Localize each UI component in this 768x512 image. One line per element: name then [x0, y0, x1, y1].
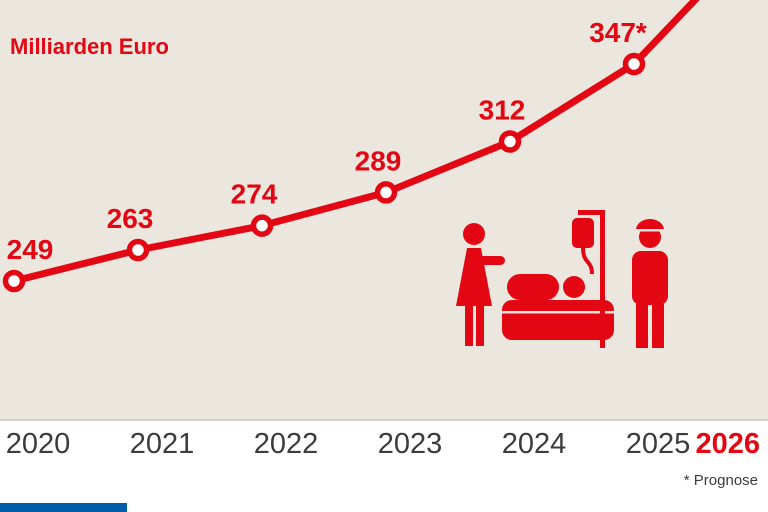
iv-drip-icon	[572, 210, 605, 348]
data-point	[2, 269, 26, 293]
x-axis: 2020 2021 2022 2023 2024 2025 2026	[0, 421, 768, 467]
x-tick-2021: 2021	[129, 428, 195, 460]
x-tick-2026: 2026	[695, 428, 760, 460]
line-chart: 249 263 274 289 312 347*	[2, 0, 700, 293]
data-point	[250, 214, 274, 237]
chart-title: Milliarden Euro	[10, 34, 169, 59]
data-point	[374, 181, 398, 204]
footer-bar	[0, 503, 127, 512]
x-tick-2022: 2022	[253, 428, 319, 460]
worker-icon	[632, 219, 668, 348]
x-tick-2024: 2024	[501, 428, 567, 460]
value-label: 249	[7, 234, 54, 265]
healthcare-pictogram	[456, 210, 668, 348]
data-point	[498, 130, 522, 153]
value-label: 274	[231, 179, 278, 210]
nurse-icon	[456, 223, 505, 346]
hospital-bed-icon	[502, 274, 614, 340]
x-tick-2020: 2020	[5, 428, 71, 460]
data-point	[622, 52, 646, 76]
x-tick-2023: 2023	[377, 428, 443, 460]
chart-area: Milliarden Euro 249 263 274 289 312 347*	[0, 0, 768, 421]
value-label: 312	[479, 94, 526, 125]
value-label: 347*	[589, 17, 647, 48]
value-label: 263	[107, 203, 154, 234]
footnote: * Prognose	[683, 472, 758, 489]
x-tick-2025: 2025	[625, 428, 691, 460]
data-point	[126, 238, 150, 262]
value-label: 289	[355, 145, 402, 176]
